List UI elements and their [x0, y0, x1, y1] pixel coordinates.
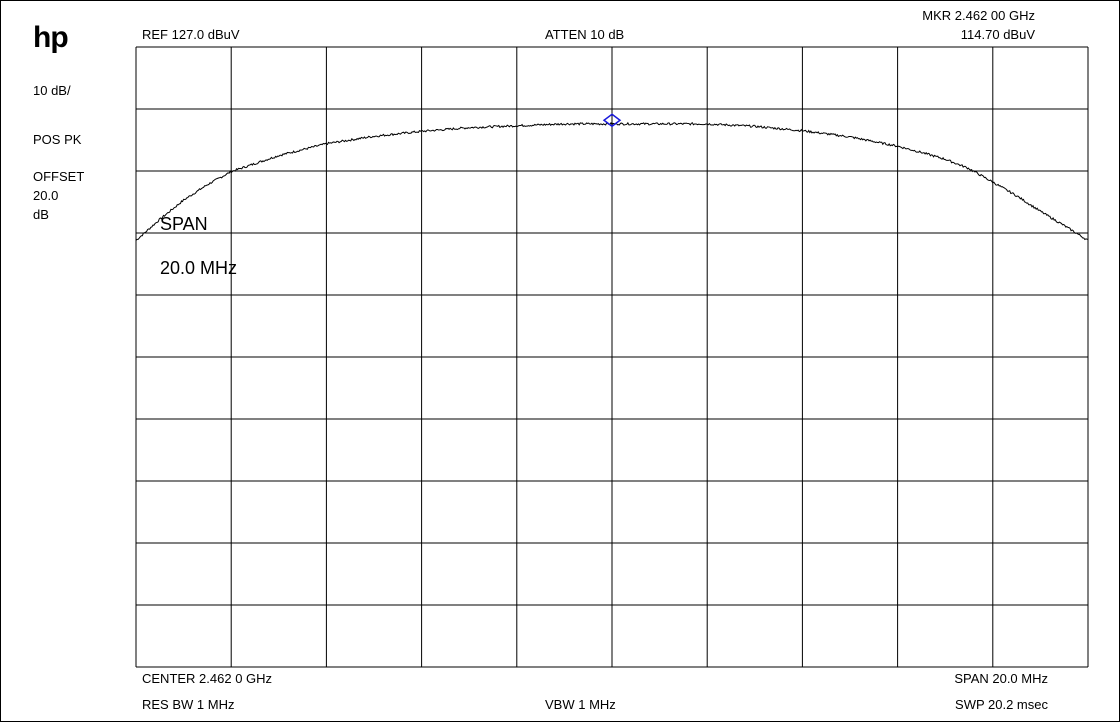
offset-value: 20.0 [33, 188, 59, 203]
span-frequency: SPAN 20.0 MHz [954, 671, 1048, 686]
scale-label: 10 dB/ [33, 83, 71, 98]
sweep-time: SWP 20.2 msec [955, 697, 1048, 712]
span-annotation-title: SPAN [160, 214, 208, 234]
vbw: VBW 1 MHz [545, 697, 616, 712]
offset-label: OFFSET [33, 169, 85, 184]
marker-level: 114.70 dBuV [960, 27, 1035, 42]
detector-label: POS PK [33, 132, 82, 147]
span-annotation-value: 20.0 MHz [160, 258, 238, 278]
center-frequency: CENTER 2.462 0 GHz [142, 671, 273, 686]
graticule [135, 46, 1089, 668]
offset-unit: dB [33, 207, 49, 222]
marker-frequency: MKR 2.462 00 GHz [922, 8, 1035, 23]
ref-level-label: REF 127.0 dBuV [142, 27, 240, 42]
spectrum-trace [135, 121, 1089, 241]
marker-diamond [602, 113, 622, 128]
atten-label: ATTEN 10 dB [545, 27, 625, 42]
res-bw: RES BW 1 MHz [142, 697, 235, 712]
hp-logo: hp [33, 21, 69, 54]
